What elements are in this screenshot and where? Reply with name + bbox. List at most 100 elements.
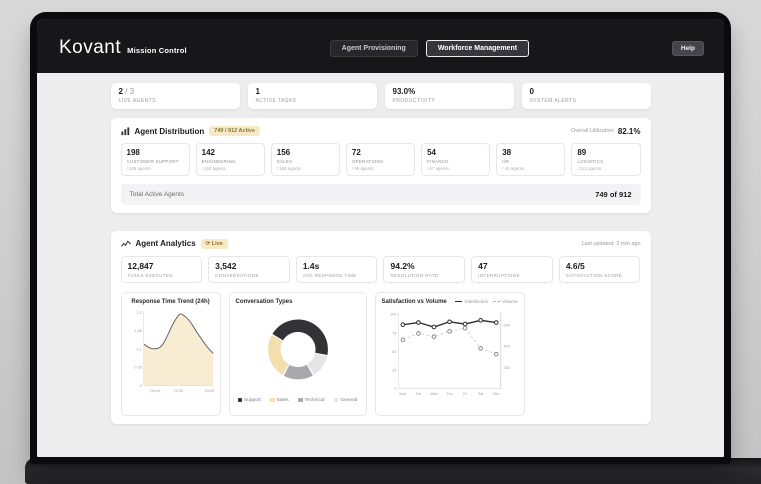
stat-label: SYSTEM ALERTS [529, 98, 577, 104]
stat-value: 94.2% [390, 260, 415, 271]
dept-name: FINANCE [427, 159, 449, 164]
dept-capacity: / 112 agents [577, 165, 602, 171]
utilization-label: Overall Utilization [571, 128, 614, 134]
legend-item-satisfaction: Satisfaction [455, 299, 488, 304]
legend-label: Volume [502, 299, 518, 304]
svg-text:Sat: Sat [478, 392, 483, 396]
legend-label: Satisfaction [464, 299, 489, 304]
help-button[interactable]: Help [671, 40, 704, 56]
svg-text:Wed: Wed [430, 392, 437, 396]
svg-text:0.55: 0.55 [134, 365, 141, 369]
dept-active: 198 [126, 148, 140, 157]
stat-value: 1.4s [302, 260, 320, 271]
dept-card-hr: 38 HR/ 45 agents [496, 143, 566, 176]
legend-item-sales: Sales [270, 398, 289, 403]
chart-title: Satisfaction vs Volume [381, 298, 447, 305]
dept-active: 38 [502, 148, 512, 157]
svg-text:25: 25 [392, 368, 396, 372]
stat-active-tasks: 1 ACTIVE TASKS [247, 83, 377, 109]
svg-text:75: 75 [392, 331, 396, 335]
stat-productivity: 93.0% PRODUCTIVITY [384, 83, 514, 109]
app-header: Kovant Mission Control Agent Provisionin… [37, 19, 724, 73]
stat-label: CONVERSATIONS [215, 272, 259, 278]
svg-text:04:00: 04:00 [150, 388, 160, 392]
stat-value: 0 [529, 87, 534, 96]
stat-label: PRODUCTIVITY [392, 98, 436, 104]
svg-text:600: 600 [503, 323, 509, 327]
dept-active: 142 [201, 148, 215, 157]
dept-capacity: / 98 agents [351, 165, 374, 171]
svg-text:1.1: 1.1 [136, 347, 141, 351]
stat-value: 1 [255, 87, 260, 96]
chart-title: Conversation Types [235, 298, 293, 305]
dept-active: 54 [427, 148, 436, 157]
satisfaction-volume-line-chart: 0 25 50 75 100 200 400 600 Mon Tue Wed Thu Fri Sat Sun [390, 312, 509, 396]
dept-name: ENGINEERING [201, 159, 236, 164]
dept-capacity: / 156 agents [201, 165, 226, 171]
solid-line-swatch [455, 301, 463, 302]
active-count-badge: 749 / 912 Active [209, 126, 261, 136]
stat-conversations: 3,542 CONVERSATIONS [208, 255, 290, 283]
dept-card-customer-support: 198 CUSTOMER SUPPORT/ 245 agents [120, 143, 190, 176]
legend-swatch [270, 397, 275, 403]
stat-label: RESOLUTION RATE [390, 272, 439, 278]
total-value: 749 of 912 [595, 189, 632, 199]
stat-label: AVG RESPONSE TIME [302, 272, 357, 278]
svg-text:1.65: 1.65 [134, 329, 141, 333]
svg-text:2.2: 2.2 [136, 310, 141, 314]
legend-swatch [333, 397, 339, 403]
dept-active: 89 [577, 148, 587, 157]
dept-name: CUSTOMER SUPPORT [126, 159, 179, 164]
laptop-screen: Kovant Mission Control Agent Provisionin… [30, 12, 731, 464]
response-time-area-chart: 0 0.55 1.1 1.65 2.2 04:00 12:00 24:00 [134, 310, 214, 392]
dept-name: LOGISTICS [577, 159, 604, 164]
chart-title: Response Time Trend (24h) [131, 298, 210, 305]
dept-card-engineering: 142 ENGINEERING/ 156 agents [195, 143, 265, 176]
donut-legend: Support Sales Technical General [236, 398, 360, 403]
conversation-types-chart-card: Conversation Types Support Sales Technic… [228, 291, 367, 416]
conversation-types-donut-chart [267, 319, 328, 379]
total-label: Total Active Agents [129, 190, 185, 198]
dashboard: 2 / 3 LIVE AGENTS 1 ACTIVE TASKS 93.0% P… [37, 73, 724, 457]
dept-card-finance: 54 FINANCE/ 67 agents [421, 143, 491, 176]
tab-agent-provisioning[interactable]: Agent Provisioning [329, 39, 418, 57]
svg-text:Mon: Mon [399, 392, 406, 396]
legend-label: Support [244, 397, 261, 403]
brand-subtitle: Mission Control [127, 46, 187, 55]
svg-text:0: 0 [139, 383, 141, 387]
svg-text:Thu: Thu [446, 392, 452, 396]
svg-text:Fri: Fri [463, 392, 467, 396]
bar-chart-icon [120, 126, 129, 135]
dashed-line-swatch [493, 301, 501, 302]
legend-label: Sales [276, 397, 289, 403]
stat-value: 2 [118, 87, 123, 96]
dept-name: OPERATIONS [351, 159, 384, 164]
stat-value: 4.6/5 [565, 260, 585, 271]
stat-label: SATISFACTION SCORE [565, 272, 623, 278]
svg-text:400: 400 [503, 344, 509, 348]
svg-text:0: 0 [394, 387, 396, 391]
svg-text:200: 200 [503, 365, 509, 369]
stat-value: 93.0% [392, 87, 416, 96]
dept-card-operations: 72 OPERATIONS/ 98 agents [345, 143, 416, 176]
stat-label: TASKS EXECUTED [127, 272, 173, 278]
live-badge: ⟳ Live [200, 238, 228, 249]
legend-label: General [340, 397, 358, 403]
total-active-bar: Total Active Agents 749 of 912 [120, 183, 641, 205]
dept-capacity: / 45 agents [502, 165, 524, 171]
legend-label: Technical [304, 397, 325, 403]
top-stats-row: 2 / 3 LIVE AGENTS 1 ACTIVE TASKS 93.0% P… [110, 83, 651, 109]
stat-live-agents: 2 / 3 LIVE AGENTS [110, 83, 240, 109]
stat-avg-response-time: 1.4s AVG RESPONSE TIME [295, 255, 378, 283]
stat-value: 47 [478, 260, 488, 271]
legend-item-volume: Volume [493, 299, 518, 304]
panel-title: Agent Analytics [135, 239, 196, 248]
svg-text:Sun: Sun [493, 392, 499, 396]
svg-text:Tue: Tue [415, 392, 421, 396]
svg-text:100: 100 [390, 312, 396, 316]
charts-row: Response Time Trend (24h) 0 0.55 1.1 1.65 2.… [120, 291, 641, 416]
last-updated-text: Last updated: 2 min ago [581, 240, 641, 247]
tab-workforce-management[interactable]: Workforce Management [425, 39, 530, 57]
agent-analytics-panel: Agent Analytics ⟳ Live Last updated: 2 m… [110, 230, 651, 424]
